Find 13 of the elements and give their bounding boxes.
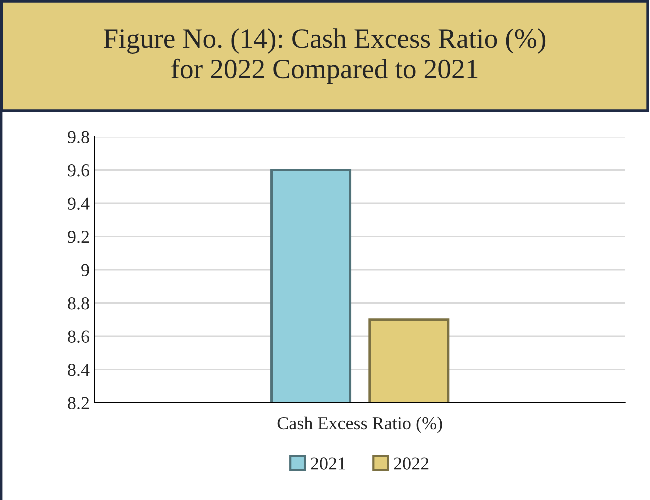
y-tick-label: 9.8 (68, 131, 90, 144)
y-tick-label: 9.2 (68, 231, 90, 244)
y-tick-label: 8.4 (68, 364, 90, 376)
y-tick-label: 9.6 (68, 164, 90, 177)
y-tick-label: 8.6 (68, 330, 90, 344)
x-tick-label: Cash Excess Ratio (%) (278, 416, 442, 434)
y-tick-label: 9.4 (68, 198, 90, 210)
chart-title: Figure No. (14): Cash Excess Ratio (%) for 2022 Compared to 2021 (104, 28, 546, 84)
y-tick-label: 8.2 (68, 397, 90, 410)
y-tick-label: 8.8 (68, 298, 90, 310)
legend-label: 2022 (394, 458, 429, 470)
y-tick-label: 9 (82, 264, 90, 276)
legend-label: 2021 (311, 458, 346, 470)
